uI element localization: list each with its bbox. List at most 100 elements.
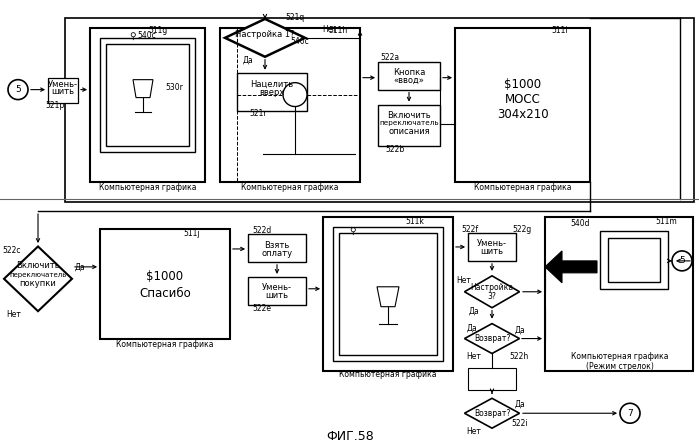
- Text: 522h: 522h: [510, 352, 528, 361]
- Text: Кнопка: Кнопка: [393, 68, 425, 77]
- Text: Нет: Нет: [466, 352, 482, 361]
- Bar: [248, 234, 306, 262]
- Text: 511j: 511j: [184, 229, 201, 238]
- Polygon shape: [465, 324, 519, 353]
- Text: Включить: Включить: [16, 262, 60, 270]
- Text: Нет: Нет: [6, 310, 22, 319]
- Text: Компьютерная графика: Компьютерная графика: [99, 182, 196, 192]
- Polygon shape: [4, 246, 72, 311]
- Text: $1000: $1000: [505, 78, 542, 91]
- Text: Настройка 1?: Настройка 1?: [235, 30, 295, 40]
- Text: 521q: 521q: [285, 13, 305, 23]
- Circle shape: [672, 251, 692, 271]
- Text: ♀: ♀: [130, 32, 136, 41]
- Text: 511i: 511i: [552, 26, 568, 36]
- Text: ФИГ.58: ФИГ.58: [326, 430, 374, 443]
- Bar: [608, 238, 660, 282]
- Text: 522e: 522e: [252, 304, 271, 313]
- Text: 5: 5: [15, 85, 21, 94]
- Text: 521p: 521p: [45, 101, 64, 110]
- Text: (Режим стрелок): (Режим стрелок): [586, 362, 654, 371]
- Text: Да: Да: [243, 55, 253, 64]
- Bar: [323, 217, 453, 372]
- Text: 540c: 540c: [291, 37, 310, 46]
- Text: Нет: Нет: [322, 25, 338, 34]
- Text: шить: шить: [480, 247, 503, 257]
- Text: 522f: 522f: [461, 225, 479, 234]
- Text: шить: шить: [266, 291, 289, 300]
- Text: 540d: 540d: [570, 218, 590, 228]
- Text: Умень-: Умень-: [48, 80, 78, 89]
- Text: Спасибо: Спасибо: [139, 287, 191, 300]
- Text: 7: 7: [627, 409, 633, 418]
- Text: 521r: 521r: [249, 109, 267, 118]
- Text: Компьютерная графика: Компьютерная графика: [339, 370, 437, 379]
- Text: 511m: 511m: [655, 217, 677, 226]
- Polygon shape: [465, 398, 519, 428]
- Text: 511g: 511g: [148, 26, 168, 36]
- Circle shape: [620, 403, 640, 423]
- Bar: [455, 28, 590, 182]
- Text: 3?: 3?: [488, 292, 496, 301]
- Text: 522a: 522a: [380, 53, 400, 62]
- Bar: [378, 104, 440, 147]
- Text: Взять: Взять: [264, 242, 289, 250]
- Text: Включить: Включить: [387, 111, 431, 120]
- Text: 5: 5: [679, 256, 685, 266]
- Bar: [600, 231, 668, 289]
- Text: вверх: вверх: [259, 88, 284, 97]
- Text: Компьютерная графика: Компьютерная графика: [474, 182, 572, 192]
- Bar: [545, 217, 693, 372]
- Bar: [468, 233, 516, 261]
- Text: Возврат?: Возврат?: [474, 334, 510, 343]
- Bar: [333, 227, 443, 361]
- Text: Нет: Нет: [466, 427, 482, 436]
- Bar: [106, 44, 189, 147]
- Text: Да: Да: [467, 324, 477, 333]
- Polygon shape: [225, 19, 305, 57]
- Polygon shape: [377, 287, 399, 307]
- Text: Компьютерная графика: Компьютерная графика: [116, 340, 214, 349]
- Text: $1000: $1000: [146, 270, 184, 283]
- Text: 511k: 511k: [405, 217, 424, 226]
- Bar: [468, 369, 516, 390]
- Text: 522i: 522i: [512, 419, 528, 428]
- Text: Умень-: Умень-: [262, 283, 292, 292]
- Bar: [237, 73, 307, 111]
- Text: ♀: ♀: [350, 226, 356, 235]
- Polygon shape: [545, 251, 597, 283]
- Polygon shape: [133, 79, 153, 98]
- Text: Компьютерная графика: Компьютерная графика: [241, 182, 339, 192]
- Text: Да: Да: [75, 262, 85, 271]
- Text: переключатель: переключатель: [9, 272, 66, 278]
- Text: 304x210: 304x210: [497, 108, 549, 121]
- Text: 522g: 522g: [512, 225, 532, 234]
- Text: Да: Да: [468, 306, 480, 315]
- Text: 522c: 522c: [3, 246, 21, 255]
- Text: 511h: 511h: [329, 26, 347, 36]
- Bar: [90, 28, 205, 182]
- Text: Да: Да: [514, 400, 526, 409]
- Text: «ввод»: «ввод»: [394, 76, 424, 85]
- Text: переключатель: переключатель: [379, 120, 439, 127]
- Bar: [339, 233, 437, 356]
- Circle shape: [8, 79, 28, 99]
- Text: покупки: покупки: [20, 279, 57, 288]
- Text: оплату: оплату: [261, 250, 293, 258]
- Text: Возврат?: Возврат?: [474, 409, 510, 418]
- Bar: [100, 38, 195, 152]
- Text: 530r: 530r: [165, 83, 183, 92]
- Bar: [100, 229, 230, 339]
- Polygon shape: [465, 276, 519, 308]
- Text: 522b: 522b: [385, 145, 405, 154]
- Circle shape: [283, 83, 307, 107]
- Text: Компьютерная графика: Компьютерная графика: [571, 352, 669, 361]
- Text: Умень-: Умень-: [477, 239, 507, 249]
- Bar: [378, 62, 440, 90]
- Text: Нацелить: Нацелить: [250, 80, 294, 89]
- Bar: [48, 78, 78, 103]
- Text: 540c: 540c: [138, 32, 157, 40]
- Bar: [248, 277, 306, 305]
- Text: Да: Да: [514, 326, 526, 335]
- Text: шить: шить: [52, 87, 75, 96]
